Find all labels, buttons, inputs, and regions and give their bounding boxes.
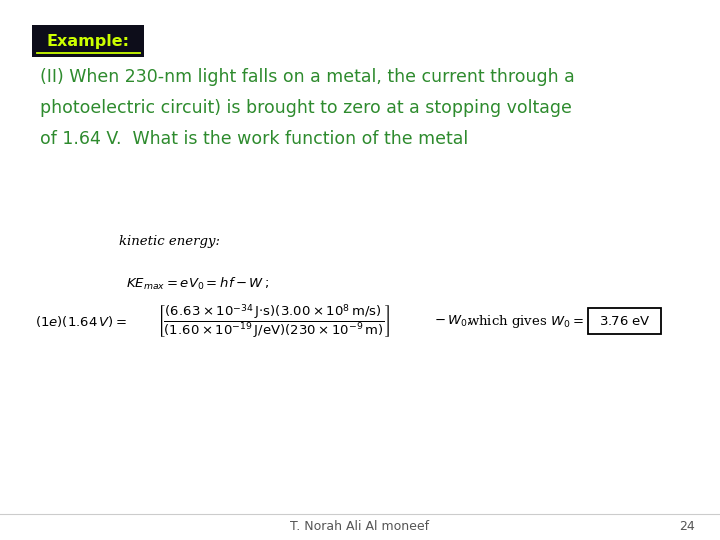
FancyBboxPatch shape — [588, 308, 661, 334]
Text: 24: 24 — [679, 520, 695, 533]
Text: photoelectric circuit) is brought to zero at a stopping voltage: photoelectric circuit) is brought to zer… — [40, 99, 572, 117]
Text: which gives $\mathit{W}_{0} =$: which gives $\mathit{W}_{0} =$ — [467, 313, 583, 330]
Text: $\mathit{KE}_{\mathit{max}} = e\mathit{V}_{0} = \mathit{hf} - \mathit{W}\,;$: $\mathit{KE}_{\mathit{max}} = e\mathit{V… — [126, 275, 269, 292]
Text: $3.76\ \mathrm{eV}$: $3.76\ \mathrm{eV}$ — [598, 315, 651, 328]
Text: (II) When 230-nm light falls on a metal, the current through a: (II) When 230-nm light falls on a metal,… — [40, 68, 575, 85]
Text: of 1.64 V.  What is the work function of the metal: of 1.64 V. What is the work function of … — [40, 130, 468, 148]
Text: T. Norah Ali Al moneef: T. Norah Ali Al moneef — [290, 520, 430, 533]
Text: $-\,\mathit{W}_{0},$: $-\,\mathit{W}_{0},$ — [434, 314, 472, 329]
Text: $(\mathit{1e})(\mathit{1.64\,V})=$: $(\mathit{1e})(\mathit{1.64\,V})=$ — [35, 314, 127, 329]
FancyBboxPatch shape — [32, 25, 144, 57]
Text: kinetic energy:: kinetic energy: — [119, 235, 220, 248]
Text: Example:: Example: — [47, 33, 130, 49]
Text: $\left[\dfrac{(6.63\times10^{-34}\,\mathrm{J{\cdot}s})(3.00\times10^{8}\,\mathrm: $\left[\dfrac{(6.63\times10^{-34}\,\math… — [157, 302, 390, 340]
